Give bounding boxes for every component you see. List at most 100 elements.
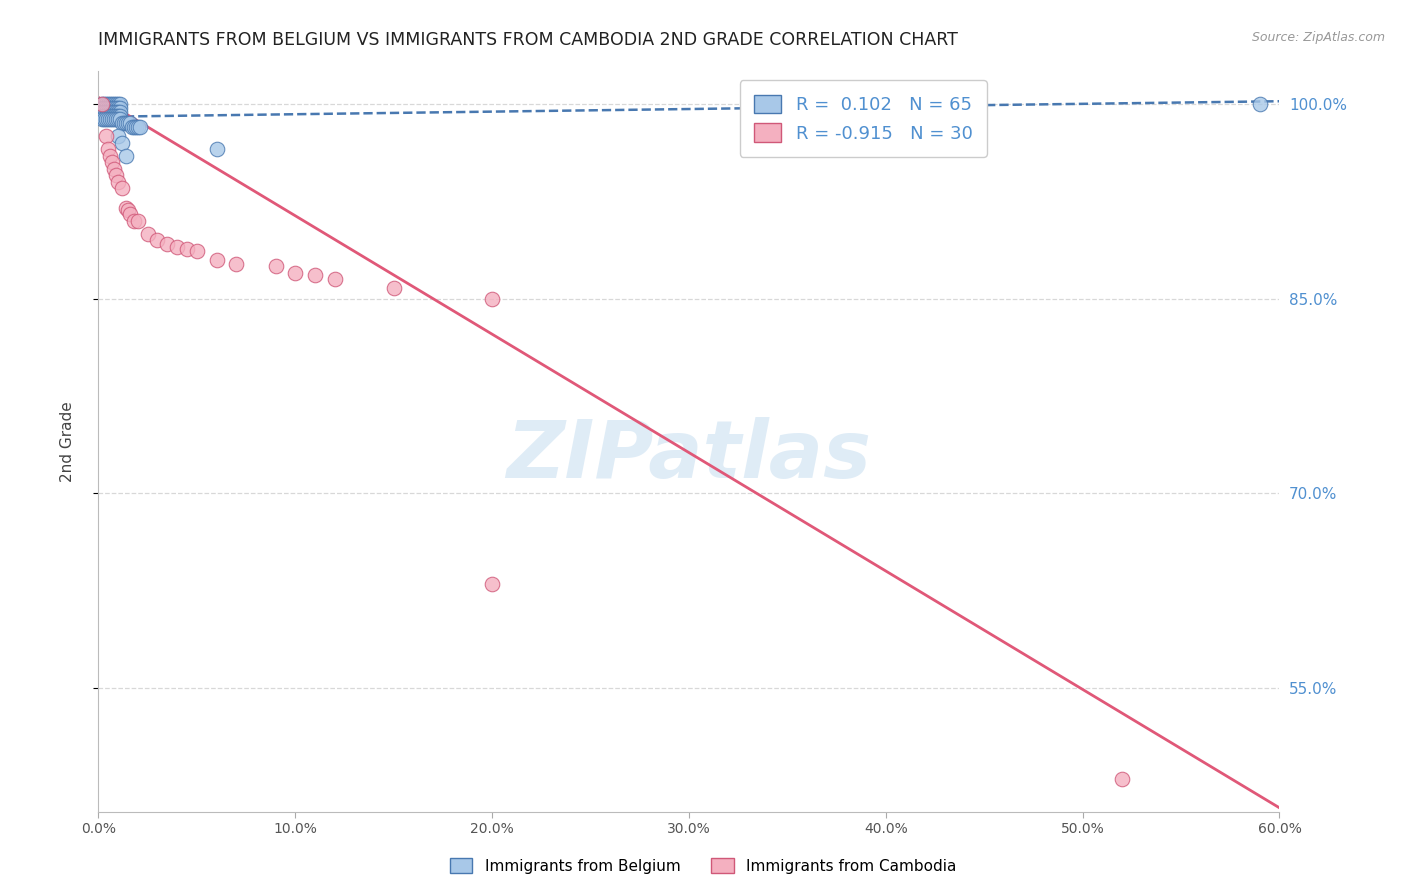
- Point: [91, 101, 114, 115]
- Point: [323, 272, 346, 286]
- Point: [107, 112, 129, 127]
- Point: [264, 259, 287, 273]
- Point: [108, 112, 131, 127]
- Point: [176, 242, 198, 256]
- Point: [115, 149, 138, 163]
- Point: [105, 109, 128, 123]
- Point: [91, 112, 114, 127]
- Point: [122, 213, 145, 227]
- Point: [98, 149, 121, 163]
- Y-axis label: 2nd Grade: 2nd Grade: [60, 401, 75, 482]
- Point: [481, 577, 503, 591]
- Point: [98, 104, 121, 119]
- Point: [117, 203, 139, 218]
- Point: [101, 101, 124, 115]
- Point: [96, 129, 118, 144]
- Point: [108, 96, 131, 111]
- Point: [98, 96, 121, 111]
- Point: [97, 104, 120, 119]
- Point: [1111, 772, 1133, 787]
- Point: [115, 116, 138, 130]
- Point: [146, 233, 169, 247]
- Point: [98, 109, 121, 123]
- Point: [105, 101, 128, 115]
- Point: [98, 112, 121, 127]
- Point: [97, 112, 120, 127]
- Text: ZIPatlas: ZIPatlas: [506, 417, 872, 495]
- Point: [105, 112, 128, 127]
- Point: [156, 237, 179, 252]
- Point: [107, 129, 129, 144]
- Point: [481, 292, 503, 306]
- Point: [1249, 96, 1271, 111]
- Point: [93, 112, 115, 127]
- Point: [166, 240, 188, 254]
- Point: [118, 116, 141, 130]
- Point: [101, 104, 124, 119]
- Point: [107, 109, 129, 123]
- Point: [115, 201, 138, 215]
- Point: [111, 116, 134, 130]
- Point: [91, 109, 114, 123]
- Point: [101, 96, 124, 111]
- Point: [117, 116, 139, 130]
- Point: [93, 104, 115, 119]
- Point: [205, 252, 228, 267]
- Point: [127, 213, 149, 227]
- Point: [186, 244, 208, 258]
- Point: [93, 109, 115, 123]
- Point: [205, 142, 228, 156]
- Point: [96, 109, 118, 123]
- Point: [111, 181, 134, 195]
- Point: [103, 112, 125, 127]
- Point: [107, 175, 129, 189]
- Point: [98, 101, 121, 115]
- Point: [121, 120, 143, 135]
- Point: [96, 104, 118, 119]
- Legend: R =  0.102   N = 65, R = -0.915   N = 30: R = 0.102 N = 65, R = -0.915 N = 30: [740, 80, 987, 157]
- Point: [107, 101, 129, 115]
- Point: [108, 101, 131, 115]
- Point: [122, 120, 145, 135]
- Point: [93, 96, 115, 111]
- Point: [382, 281, 405, 295]
- Legend: Immigrants from Belgium, Immigrants from Cambodia: Immigrants from Belgium, Immigrants from…: [443, 852, 963, 880]
- Point: [125, 120, 148, 135]
- Point: [101, 109, 124, 123]
- Point: [103, 104, 125, 119]
- Point: [91, 96, 114, 111]
- Point: [108, 104, 131, 119]
- Point: [103, 109, 125, 123]
- Point: [112, 116, 135, 130]
- Point: [97, 101, 120, 115]
- Point: [103, 161, 125, 176]
- Point: [101, 155, 124, 169]
- Text: Source: ZipAtlas.com: Source: ZipAtlas.com: [1251, 31, 1385, 45]
- Point: [96, 112, 118, 127]
- Point: [97, 142, 120, 156]
- Point: [103, 101, 125, 115]
- Point: [105, 168, 128, 182]
- Point: [96, 96, 118, 111]
- Point: [128, 120, 150, 135]
- Point: [97, 96, 120, 111]
- Point: [91, 104, 114, 119]
- Text: IMMIGRANTS FROM BELGIUM VS IMMIGRANTS FROM CAMBODIA 2ND GRADE CORRELATION CHART: IMMIGRANTS FROM BELGIUM VS IMMIGRANTS FR…: [98, 31, 959, 49]
- Point: [284, 266, 307, 280]
- Point: [91, 96, 114, 111]
- Point: [136, 227, 159, 241]
- Point: [107, 104, 129, 119]
- Point: [304, 268, 326, 283]
- Point: [225, 257, 247, 271]
- Point: [111, 136, 134, 150]
- Point: [108, 109, 131, 123]
- Point: [101, 112, 124, 127]
- Point: [96, 101, 118, 115]
- Point: [127, 120, 149, 135]
- Point: [103, 96, 125, 111]
- Point: [118, 207, 141, 221]
- Point: [105, 96, 128, 111]
- Point: [107, 96, 129, 111]
- Point: [93, 101, 115, 115]
- Point: [105, 104, 128, 119]
